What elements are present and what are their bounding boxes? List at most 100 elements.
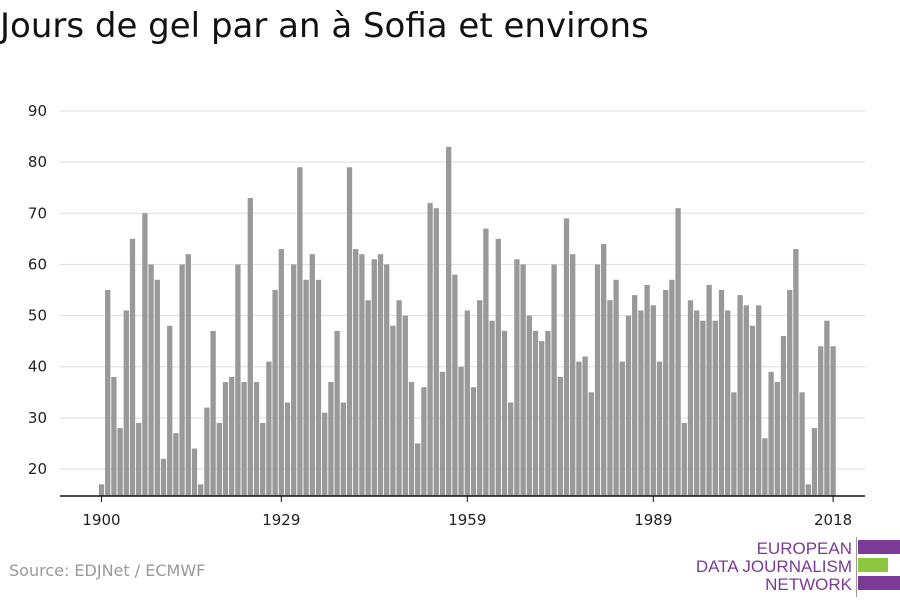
y-tick-label: 70 <box>28 204 47 222</box>
bar-1902 <box>111 376 117 496</box>
bar-1982 <box>607 300 613 496</box>
bar-1947 <box>390 325 396 496</box>
bar-1918 <box>210 330 216 496</box>
bar-1987 <box>638 310 644 496</box>
bar-1954 <box>433 208 439 497</box>
logo-bar-purple-bottom <box>858 576 900 590</box>
bar-1915 <box>191 448 198 496</box>
bar-1988 <box>644 284 650 496</box>
bar-1952 <box>421 387 427 496</box>
bar-1949 <box>402 315 408 496</box>
bar-1922 <box>235 264 241 496</box>
bar-1972 <box>545 330 551 496</box>
bar-1936 <box>322 412 328 496</box>
bar-1951 <box>415 443 421 496</box>
bar-1953 <box>427 203 433 496</box>
bar-1991 <box>663 290 669 496</box>
bar-1934 <box>309 254 315 496</box>
bar-1921 <box>229 376 235 496</box>
bar-1975 <box>563 218 570 496</box>
bar-1955 <box>439 371 446 496</box>
bar-2001 <box>725 310 731 496</box>
x-axis: 1900 1929 1959 1989 2018 <box>60 495 865 529</box>
bar-2007 <box>762 438 768 496</box>
bar-1960 <box>470 387 477 496</box>
bar-2018 <box>830 346 836 496</box>
source-note: Source: EDJNet / ECMWF <box>9 561 206 580</box>
bar-1986 <box>632 295 638 496</box>
bar-1904 <box>123 310 129 496</box>
bar-1956 <box>446 146 452 497</box>
bar-2002 <box>731 392 737 496</box>
bar-1905 <box>129 238 136 497</box>
x-tick-label: 1900 <box>82 511 120 529</box>
bar-1914 <box>185 254 191 496</box>
bar-1967 <box>514 259 520 496</box>
logo-separator <box>856 537 857 597</box>
bar-1970 <box>532 330 539 496</box>
bar-1908 <box>148 264 154 496</box>
bar-1977 <box>576 361 582 496</box>
bar-1973 <box>551 264 557 496</box>
y-tick-label: 90 <box>28 102 47 120</box>
bar-1932 <box>297 167 303 496</box>
bar-1931 <box>291 264 297 496</box>
bar-1930 <box>284 402 291 496</box>
bar-1958 <box>458 366 464 496</box>
y-tick-label: 30 <box>28 409 47 427</box>
bar-1933 <box>303 279 309 496</box>
x-tick-label: 1959 <box>448 511 486 529</box>
bar-1927 <box>266 361 272 496</box>
bar-2010 <box>780 336 787 496</box>
bar-1964 <box>495 238 501 497</box>
logo-text-line2: DATA JOURNALISM <box>695 557 852 576</box>
bar-1910 <box>160 458 167 496</box>
bar-1993 <box>675 208 681 497</box>
bar-1943 <box>365 300 371 496</box>
bar-1917 <box>204 407 210 496</box>
x-tick-label: 1929 <box>262 511 300 529</box>
bar-1971 <box>539 341 545 496</box>
bar-2012 <box>793 249 799 496</box>
bar-1980 <box>594 264 601 496</box>
bar-1963 <box>489 320 495 496</box>
bar-1965 <box>501 330 508 496</box>
bar-1974 <box>557 376 563 496</box>
bar-1923 <box>241 382 247 496</box>
y-tick-label: 80 <box>28 153 47 171</box>
bar-2009 <box>774 382 780 496</box>
bar-1959 <box>464 310 470 496</box>
bar-1938 <box>334 330 340 496</box>
bar-1997 <box>700 320 706 496</box>
bar-1992 <box>669 279 675 496</box>
bar-1948 <box>396 300 402 496</box>
bar-1983 <box>613 279 619 496</box>
bar-1995 <box>687 300 694 496</box>
bar-1979 <box>588 392 594 496</box>
bar-1928 <box>272 290 278 496</box>
bar-2013 <box>799 392 805 496</box>
bar-1903 <box>117 428 123 496</box>
bar-2004 <box>743 305 749 496</box>
bar-1968 <box>520 264 526 496</box>
bar-1919 <box>216 422 222 496</box>
bar-1920 <box>222 382 229 496</box>
bar-1946 <box>384 264 390 496</box>
bar-1912 <box>173 433 179 496</box>
edjnet-logo: EUROPEAN DATA JOURNALISM NETWORK <box>696 537 900 597</box>
bar-1984 <box>619 361 625 496</box>
bar-2003 <box>737 295 743 496</box>
logo-bar-purple-top <box>858 540 900 554</box>
logo-text-line1: EUROPEAN <box>756 539 852 558</box>
bar-1957 <box>452 274 458 496</box>
bar-1925 <box>253 382 260 496</box>
y-tick-label: 40 <box>28 358 47 376</box>
x-tick-label: 1989 <box>634 511 672 529</box>
bar-2000 <box>718 290 725 496</box>
bar-1942 <box>359 254 365 496</box>
bar-2015 <box>811 428 818 496</box>
bar-1998 <box>706 284 712 496</box>
y-tick-label: 20 <box>28 460 47 478</box>
logo-text-line3: NETWORK <box>765 575 852 594</box>
